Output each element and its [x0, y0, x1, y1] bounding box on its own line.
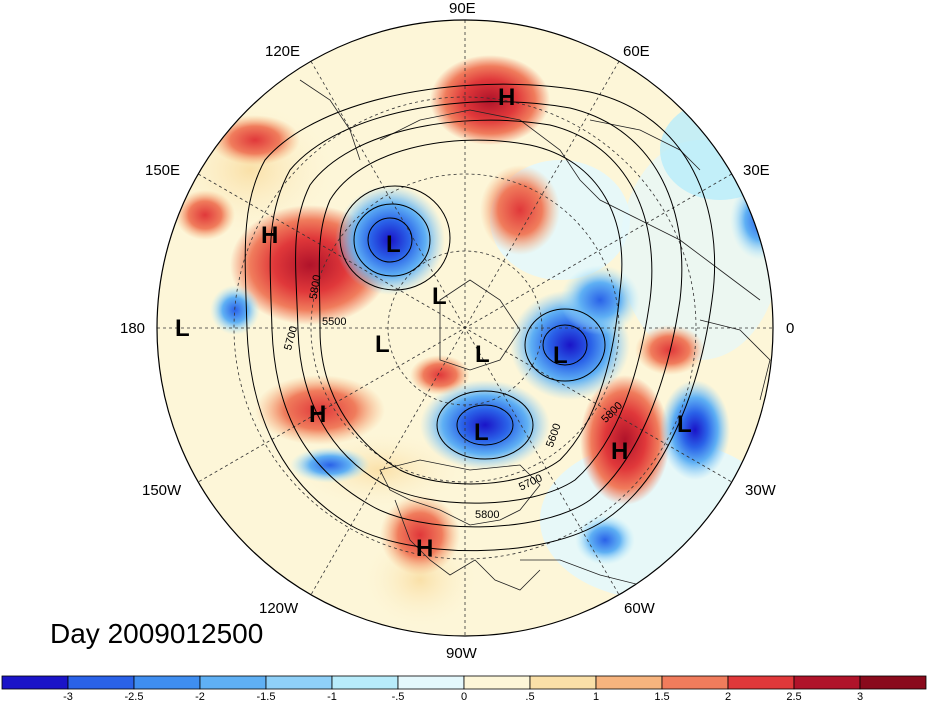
low-center-marker: L [175, 315, 190, 342]
colorbar-tick-label: -2.5 [125, 691, 144, 702]
anomaly-shading [157, 20, 773, 636]
colorbar-swatch [463, 675, 531, 690]
colorbar: -3 -2.5 -2 -1.5 -1 -.5 0 .5 1 1.5 2 2.5 3 [1, 675, 927, 702]
colorbar-tick-label: -2 [195, 691, 205, 702]
colorbar-swatch [529, 675, 597, 690]
lon-label-60e: 60E [623, 43, 650, 60]
colorbar-tick-label: -1.5 [257, 691, 276, 702]
low-center-marker: L [553, 342, 568, 369]
pressure-centers: H H H H H L L L L L L L L [175, 84, 692, 562]
lon-label-30e: 30E [743, 162, 770, 179]
high-center-marker: H [309, 401, 326, 428]
graticule [157, 20, 773, 636]
contour-label-5800: 5800 [475, 509, 499, 521]
low-center-marker: L [475, 341, 490, 368]
lon-label-90e: 90E [449, 0, 476, 17]
lon-label-180: 180 [120, 320, 145, 337]
height-contours [244, 83, 716, 552]
high-center-marker: H [416, 535, 433, 562]
lon-label-90w: 90W [446, 645, 478, 662]
colorbar-tick-label: -.5 [392, 691, 405, 702]
low-center-marker: L [386, 231, 401, 258]
colorbar-tick-label: 3 [857, 691, 863, 702]
colorbar-tick-label: 2.5 [786, 691, 801, 702]
colorbar-swatch [265, 675, 333, 690]
colorbar-swatch [661, 675, 729, 690]
colorbar-tick-label: 1 [593, 691, 599, 702]
low-center-marker: L [677, 411, 692, 438]
lon-label-150w: 150W [142, 482, 182, 499]
colorbar-swatch [859, 675, 927, 690]
coastlines [299, 79, 771, 591]
colorbar-swatch [727, 675, 795, 690]
colorbar-tick-label: -3 [63, 691, 73, 702]
high-center-marker: H [261, 222, 278, 249]
lon-label-150e: 150E [145, 162, 180, 179]
contour-label-5800: 5800 [308, 274, 324, 300]
lon-label-30w: 30W [745, 482, 777, 499]
colorbar-swatch [595, 675, 663, 690]
colorbar-swatch [199, 675, 267, 690]
low-center-marker: L [474, 419, 489, 446]
colorbar-tick-label: 1.5 [654, 691, 669, 702]
colorbar-swatch [1, 675, 69, 690]
low-center-marker: L [432, 283, 447, 310]
high-center-marker: H [498, 84, 515, 111]
lon-label-0: 0 [786, 320, 794, 337]
day-label: Day 2009012500 [50, 618, 264, 649]
lon-label-120e: 120E [265, 43, 300, 60]
colorbar-tick-label: -1 [327, 691, 337, 702]
colorbar-swatch [331, 675, 399, 690]
colorbar-swatch [397, 675, 465, 690]
lon-label-120w: 120W [259, 600, 299, 617]
colorbar-swatch [793, 675, 861, 690]
colorbar-swatch [133, 675, 201, 690]
map-boundary [156, 19, 774, 637]
colorbar-tick-label: 0 [461, 691, 467, 702]
contour-label-5500: 5500 [322, 316, 346, 328]
colorbar-tick-label: .5 [525, 691, 534, 702]
low-center-marker: L [375, 331, 390, 358]
longitude-labels: 90E 60E 120E 150E 30E 180 0 150W 30W 120… [120, 0, 794, 662]
colorbar-swatch [67, 675, 135, 690]
lon-label-60w: 60W [624, 600, 656, 617]
high-center-marker: H [611, 438, 628, 465]
colorbar-tick-label: 2 [725, 691, 731, 702]
